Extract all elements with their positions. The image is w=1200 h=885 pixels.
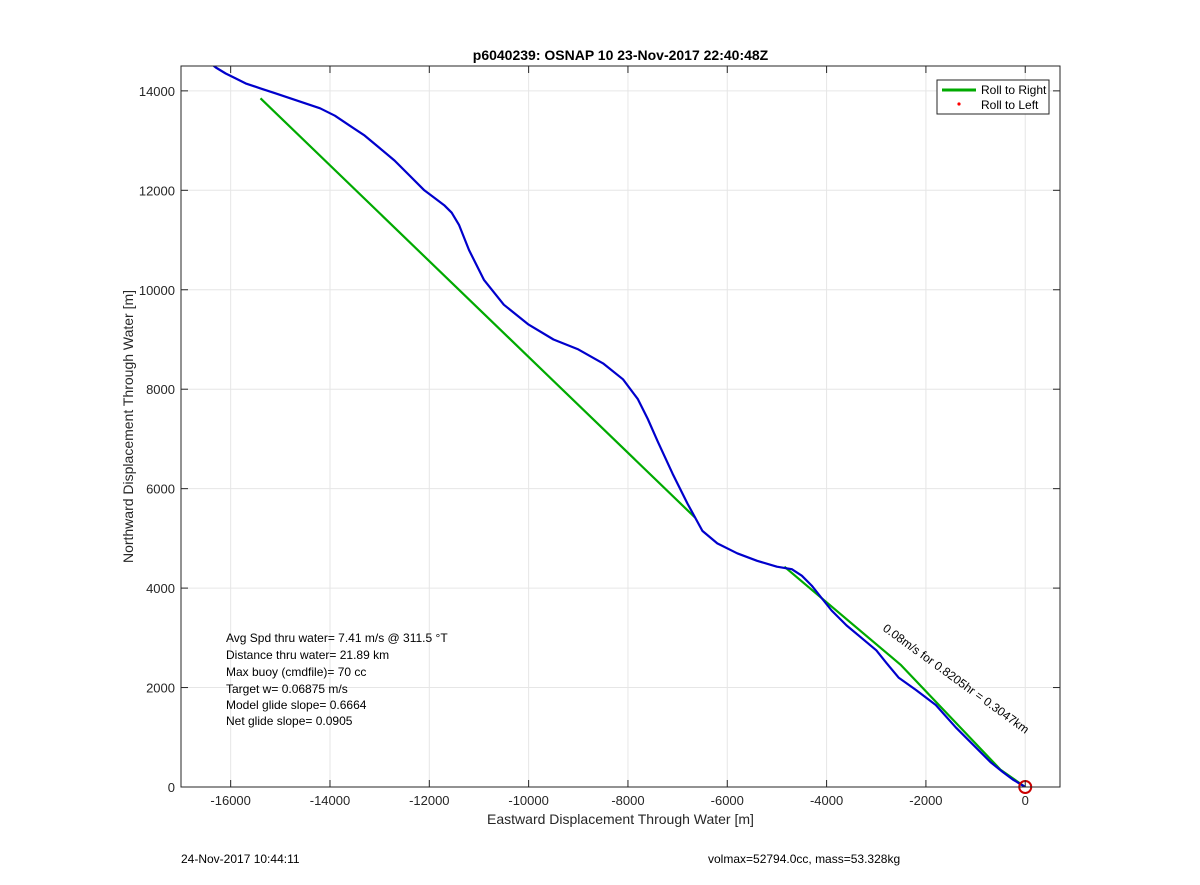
stat-avg-speed: Avg Spd thru water= 7.41 m/s @ 311.5 °T xyxy=(226,631,448,645)
x-tick-label: -14000 xyxy=(310,793,350,808)
x-tick-label: -2000 xyxy=(909,793,942,808)
y-axis-label: Northward Displacement Through Water [m] xyxy=(120,290,136,563)
x-tick-label: -4000 xyxy=(810,793,843,808)
legend-label-roll-right: Roll to Right xyxy=(981,83,1047,97)
x-tick-label: -12000 xyxy=(409,793,449,808)
tick-layer: -16000 -14000 -12000 -10000 -8000 -6000 -4000 -… xyxy=(139,66,1060,808)
track-line xyxy=(212,66,1026,787)
y-tick-label: 10000 xyxy=(139,283,175,298)
plot-frame xyxy=(180,65,1061,788)
series-layer xyxy=(212,66,1033,794)
stat-net-glide-slope: Net glide slope= 0.0905 xyxy=(226,714,353,728)
x-tick-label: -6000 xyxy=(711,793,744,808)
y-tick-label: 2000 xyxy=(146,681,175,696)
y-tick-label: 14000 xyxy=(139,84,175,99)
footer-mass-info: volmax=52794.0cc, mass=53.328kg xyxy=(708,852,901,866)
legend-label-roll-left: Roll to Left xyxy=(981,98,1039,112)
x-tick-label: -10000 xyxy=(508,793,548,808)
legend: Roll to Right Roll to Left xyxy=(936,79,1050,115)
legend-swatch-roll-left xyxy=(957,102,961,106)
footer-timestamp: 24-Nov-2017 10:44:11 xyxy=(181,852,300,866)
plot-area xyxy=(181,66,1060,787)
legend-box xyxy=(936,79,1050,115)
stat-distance: Distance thru water= 21.89 km xyxy=(226,648,389,662)
x-tick-label: -16000 xyxy=(210,793,250,808)
stat-max-buoy: Max buoy (cmdfile)= 70 cc xyxy=(226,665,366,679)
x-tick-label: 0 xyxy=(1022,793,1029,808)
stats-block: Avg Spd thru water= 7.41 m/s @ 311.5 °T … xyxy=(226,631,448,728)
stat-target-w: Target w= 0.06875 m/s xyxy=(226,682,348,696)
y-tick-label: 6000 xyxy=(146,482,175,497)
x-tick-label: -8000 xyxy=(611,793,644,808)
y-tick-label: 4000 xyxy=(146,581,175,596)
x-axis-label: Eastward Displacement Through Water [m] xyxy=(487,811,754,827)
y-tick-label: 12000 xyxy=(139,183,175,198)
y-tick-label: 0 xyxy=(168,780,175,795)
roll-right-segment xyxy=(259,97,696,519)
stat-model-glide-slope: Model glide slope= 0.6664 xyxy=(226,698,367,712)
y-tick-label: 8000 xyxy=(146,382,175,397)
chart-title: p6040239: OSNAP 10 23-Nov-2017 22:40:48Z xyxy=(473,47,769,63)
